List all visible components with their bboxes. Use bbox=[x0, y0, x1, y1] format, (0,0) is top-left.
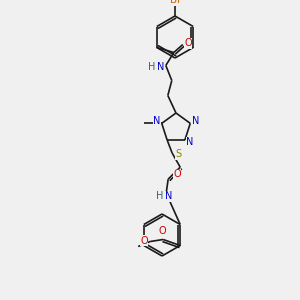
Text: N: N bbox=[153, 116, 160, 126]
Text: N: N bbox=[157, 61, 164, 71]
Text: O: O bbox=[184, 38, 192, 49]
Text: O: O bbox=[173, 169, 181, 179]
Text: N: N bbox=[192, 116, 199, 126]
Text: Br: Br bbox=[170, 0, 182, 5]
Text: N: N bbox=[186, 137, 194, 147]
Text: S: S bbox=[175, 149, 181, 159]
Text: O: O bbox=[158, 226, 166, 236]
Text: O: O bbox=[140, 236, 148, 245]
Text: H: H bbox=[148, 61, 155, 71]
Text: N: N bbox=[166, 191, 173, 201]
Text: H: H bbox=[157, 191, 164, 201]
